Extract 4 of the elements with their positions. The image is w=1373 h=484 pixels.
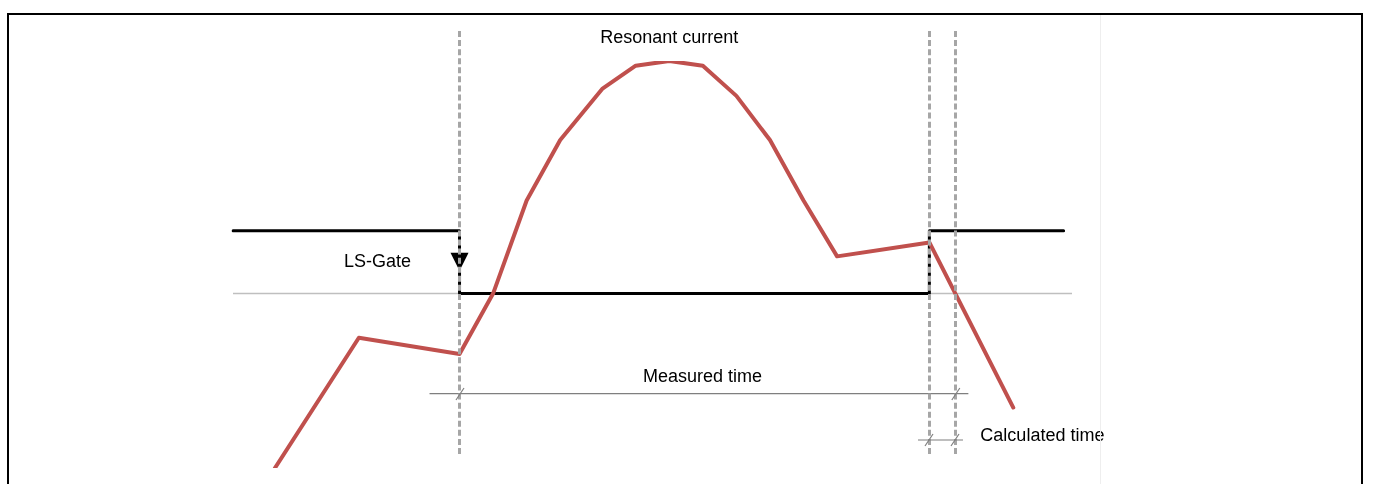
annotation: Calculated time: [980, 424, 1105, 446]
ref-line-label: Measured time: [642, 365, 762, 386]
legend-label: LS-Gate: [344, 251, 412, 272]
series-label: Resonant current: [600, 26, 739, 47]
